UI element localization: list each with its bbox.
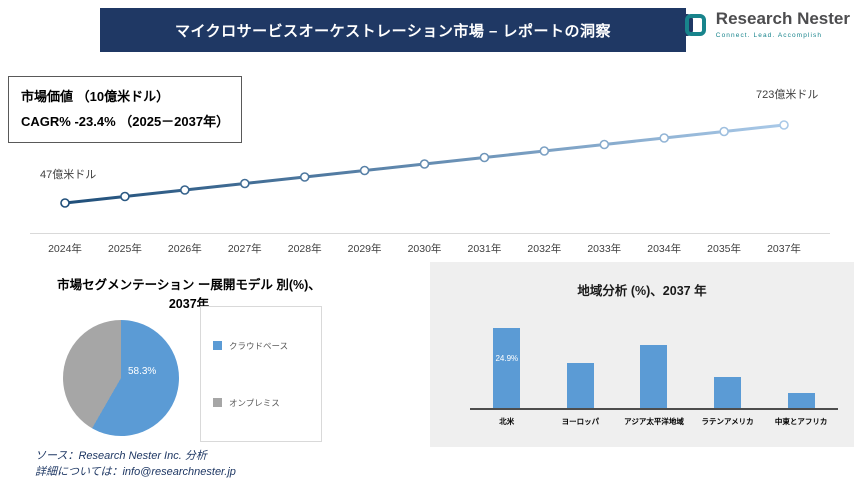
bar-category-label: ラテンアメリカ	[701, 417, 754, 426]
brand-logo: Research Nester Connect. Lead. Accomplis…	[670, 9, 850, 40]
x-axis-label: 2024年	[48, 243, 82, 255]
x-axis-label: 2033年	[587, 243, 622, 255]
footer-notes: ソース：Research Nester Inc. 分析 詳細については：info…	[35, 449, 236, 481]
bar-chart-labels: 北米 ヨーロッパ アジア太平洋地域 ラテンアメリカ 中東とアフリカ	[470, 416, 838, 427]
line-marker	[120, 191, 130, 202]
bar-chart-area: 24.9%	[470, 316, 838, 410]
pie-title-line2: 2037年	[168, 296, 210, 311]
bar-中東とアフリカ	[787, 393, 815, 408]
brand-tagline: Connect. Lead. Accomplish	[715, 31, 823, 39]
x-axis-label: 2026年	[167, 243, 202, 255]
x-axis-label: 2031年	[467, 243, 502, 255]
bar-category-label: 中東とアフリカ	[774, 417, 828, 426]
pie-chart: 58.3%	[63, 320, 179, 436]
bar-ヨーロッパ	[566, 363, 594, 408]
legend-swatch	[213, 398, 222, 407]
legend-label: クラウドベース	[229, 340, 289, 351]
x-axis-labels: 2024年 2025年 2026年 2027年 2028年 2029年 2030年 2031年…	[30, 233, 830, 257]
x-axis-label: 2030年	[407, 243, 442, 255]
brand-logo-icon	[671, 14, 706, 36]
x-axis-label: 2034年	[647, 243, 682, 255]
x-axis-label: 2028年	[287, 243, 322, 255]
x-axis-label: 2027年	[227, 243, 262, 255]
source-note: ソース：Research Nester Inc. 分析	[35, 450, 207, 462]
bar-category-label: アジア太平洋地域	[624, 417, 684, 426]
brand-name: Research Nester	[715, 9, 850, 28]
line-marker	[240, 178, 250, 189]
line-marker	[479, 152, 490, 163]
line-marker	[539, 146, 550, 156]
line-marker	[419, 159, 430, 169]
line-marker	[719, 126, 729, 137]
line-marker	[779, 120, 789, 130]
line-end-value-label: 723億米ドル	[756, 89, 819, 101]
legend-item: オンプレミス	[213, 397, 309, 409]
pie-legend: クラウドベース オンプレミス	[200, 306, 322, 442]
x-axis-label: 2037年	[767, 243, 801, 255]
bar-value-label: 24.9%	[495, 353, 519, 363]
line-start-value-label: 47億米ドル	[40, 169, 97, 181]
x-axis-label: 2035年	[707, 243, 742, 255]
line-marker	[299, 172, 310, 182]
line-chart-svg	[60, 120, 789, 208]
region-analysis-title: 地域分析 (%)、2037 年	[577, 284, 707, 298]
details-note: 詳細については：info@researchnester.jp	[35, 465, 236, 478]
market-value-label: 市場価値 （10億米ドル）	[21, 89, 170, 104]
pie-title-line1: 市場セグメンテーション ー展開モデル 別(%)、	[57, 278, 321, 292]
bar-北米: 24.9%	[493, 328, 521, 408]
line-marker	[180, 185, 190, 195]
x-axis-label: 2032年	[527, 243, 562, 255]
bar-ラテンアメリカ	[714, 377, 742, 408]
market-value-info-box: 市場価値 （10億米ドル） CAGR% -23.4% （2025－2037年）	[8, 76, 243, 144]
bar-category-label: ヨーロッパ	[561, 417, 600, 426]
legend-label: オンプレミス	[229, 397, 280, 408]
legend-item: クラウドベース	[213, 340, 309, 352]
region-analysis-panel: 地域分析 (%)、2037 年 24.9% 北米 ヨーロッパ アジア太平洋地域 ラテン…	[430, 262, 854, 447]
pie-section-title: 市場セグメンテーション ー展開モデル 別(%)、 2037年	[55, 276, 323, 314]
bar-アジア太平洋地域	[640, 345, 668, 408]
cagr-label: CAGR% -23.4% （2025－2037年）	[21, 113, 230, 129]
legend-swatch	[213, 341, 222, 350]
pie-slice-label: 58.3%	[127, 366, 157, 378]
x-axis-label: 2029年	[347, 243, 382, 255]
line-marker	[659, 133, 670, 143]
x-axis-label: 2025年	[107, 243, 142, 255]
bar-category-label: 北米	[499, 417, 515, 426]
line-marker	[359, 165, 370, 176]
line-marker	[60, 198, 70, 208]
brand-text-block: Research Nester Connect. Lead. Accomplis…	[715, 9, 850, 39]
report-title-banner: マイクロサービスオーケストレーション市場 – レポートの洞察	[100, 8, 686, 52]
report-title: マイクロサービスオーケストレーション市場 – レポートの洞察	[174, 22, 612, 40]
line-marker	[599, 139, 610, 150]
